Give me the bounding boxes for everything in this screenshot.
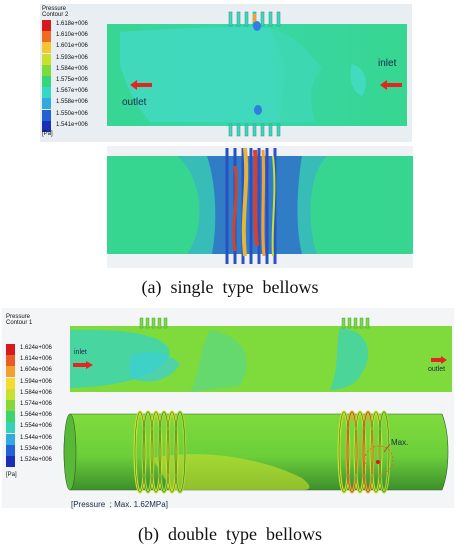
outlet-arrow-icon xyxy=(431,356,447,364)
legend-unit: [Pa] xyxy=(42,131,53,137)
legend-value: 1.624e+006 xyxy=(20,345,52,351)
legend-swatch xyxy=(42,109,51,121)
legend-value: 1.550e+006 xyxy=(56,110,88,117)
panel-b: Pressure Contour 1 1.624e+006 1.614e+006 1… xyxy=(0,308,460,553)
legend-swatch xyxy=(6,422,15,434)
legend-title: Pressure Contour 2 xyxy=(42,6,69,18)
panel-b-top-contour xyxy=(70,317,452,392)
legend-value: 1.604e+006 xyxy=(20,367,52,374)
legend-swatch xyxy=(42,42,51,54)
legend-swatch xyxy=(42,20,51,31)
panel-b-3d-contour xyxy=(63,410,449,494)
legend-swatch xyxy=(42,53,51,65)
caption-a: (a) single type bellows xyxy=(141,277,319,297)
legend-swatch xyxy=(42,31,51,43)
legend-value: 1.594e+006 xyxy=(20,378,52,385)
legend-value: 1.574e+006 xyxy=(20,401,52,407)
caption-b: (b) double type bellows xyxy=(138,524,322,544)
legend-value: 1.567e+006 xyxy=(56,88,88,95)
legend-title: Pressure Contour 1 xyxy=(6,314,33,326)
panel-a-vector-contour xyxy=(107,146,413,268)
legend-unit: [Pa] xyxy=(6,472,17,478)
max-label: Max. xyxy=(391,438,409,447)
legend-value: 1.614e+006 xyxy=(20,356,52,363)
legend-value: 1.575e+006 xyxy=(56,77,88,83)
legend-value: 1.610e+006 xyxy=(56,32,88,39)
legend-value: 1.618e+006 xyxy=(56,21,88,27)
legend-swatch xyxy=(6,444,15,456)
legend-value: 1.558e+006 xyxy=(56,99,88,106)
legend-swatch xyxy=(42,98,51,110)
legend-swatch xyxy=(6,366,15,378)
inlet-label: inlet xyxy=(74,349,87,356)
legend-swatch xyxy=(6,388,15,400)
legend-swatch xyxy=(6,355,15,367)
legend-value: 1.593e+006 xyxy=(56,54,88,61)
legend-value: 1.524e+006 xyxy=(20,457,52,463)
legend-value: 1.584e+006 xyxy=(56,65,88,72)
outlet-label: outlet xyxy=(122,97,147,108)
inlet-label: inlet xyxy=(378,58,397,69)
legend-value: 1.554e+006 xyxy=(20,423,52,430)
legend-value: 1.541e+006 xyxy=(56,121,88,128)
legend-swatch xyxy=(42,120,51,132)
legend-swatch xyxy=(42,76,51,87)
legend-swatch xyxy=(6,377,15,389)
inlet-arrow-icon xyxy=(380,80,402,90)
legend-swatch xyxy=(6,344,15,355)
legend-swatch xyxy=(6,400,15,411)
legend-swatch xyxy=(6,433,15,445)
legend-value: 1.544e+006 xyxy=(20,434,52,441)
annotation-text: [Pressure ; Max. 1.62MPa] xyxy=(71,500,168,509)
outlet-arrow-icon xyxy=(130,80,152,90)
panel-b-legend: Pressure Contour 1 1.624e+006 1.614e+006 1… xyxy=(4,310,68,478)
panel-a-top-contour xyxy=(107,11,407,137)
panel-a: Pressure Contour 2 1.618e+006 1.610e+006 1… xyxy=(40,4,413,297)
inlet-arrow-icon xyxy=(73,361,93,369)
legend-value: 1.601e+006 xyxy=(56,43,88,50)
legend-swatch xyxy=(6,456,15,467)
legend-swatch xyxy=(42,64,51,76)
legend-swatch xyxy=(42,87,51,99)
legend-value: 1.584e+006 xyxy=(20,389,52,396)
legend-swatch xyxy=(6,411,15,423)
outlet-label: outlet xyxy=(428,366,446,373)
legend-value: 1.564e+006 xyxy=(20,412,52,419)
legend-value: 1.534e+006 xyxy=(20,445,52,452)
panel-a-legend: Pressure Contour 2 1.618e+006 1.610e+006 1… xyxy=(40,4,102,139)
